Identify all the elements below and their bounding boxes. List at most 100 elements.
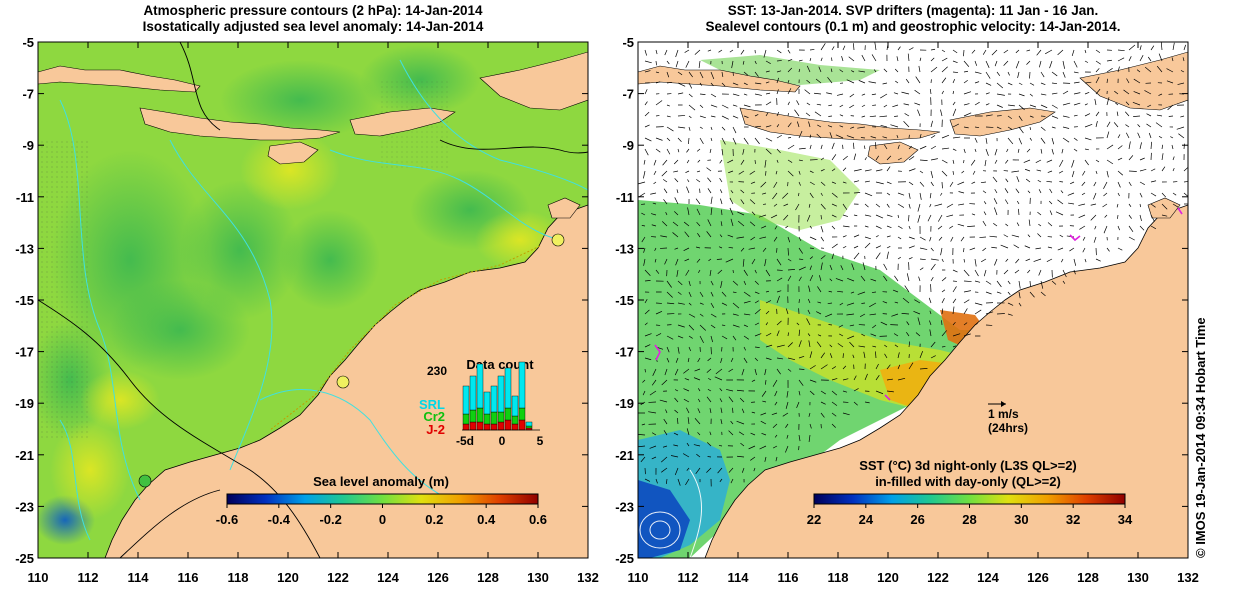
right-colorbar-tick-label: 34 bbox=[1118, 512, 1133, 527]
australia-land bbox=[704, 204, 1188, 558]
data-count-bar bbox=[525, 421, 533, 427]
data-count-bar bbox=[476, 407, 484, 423]
data-count-bar bbox=[518, 407, 526, 421]
data-count-bar bbox=[469, 375, 477, 411]
right-title-line1: SST: 13-Jan-2014. SVP drifters (magenta)… bbox=[728, 3, 1098, 18]
data-count-bar bbox=[525, 425, 533, 429]
right-lon-tick-label: 124 bbox=[977, 570, 999, 585]
data-count-bar bbox=[511, 423, 519, 431]
right-map-panel: SST: 13-Jan-2014. SVP drifters (magenta)… bbox=[637, 3, 1189, 559]
left-colorbar-tick-label: 0.6 bbox=[529, 512, 547, 527]
data-count-bar bbox=[469, 421, 477, 431]
left-colorbar-strip bbox=[226, 493, 539, 505]
right-lon-tick-label: 116 bbox=[778, 570, 799, 585]
right-map-field bbox=[638, 42, 1188, 558]
inset-xtick: -5d bbox=[456, 434, 474, 448]
right-lat-tick-label: -7 bbox=[622, 87, 634, 102]
right-lon-tick-label: 122 bbox=[927, 570, 949, 585]
right-colorbar-tick-label: 32 bbox=[1066, 512, 1080, 527]
left-title-line1: Atmospheric pressure contours (2 hPa): 1… bbox=[143, 3, 483, 18]
right-lon-tick-label: 130 bbox=[1127, 570, 1149, 585]
left-lon-tick-label: 122 bbox=[327, 570, 349, 585]
left-lon-tick-label: 114 bbox=[128, 570, 150, 585]
velocity-scale: 1 m/s (24hrs) bbox=[988, 401, 1028, 435]
data-count-bar bbox=[490, 411, 498, 425]
data-count-inset: Data count 230 -5d 0 5 SRL Cr2 J-2 bbox=[419, 357, 544, 448]
right-lon-tick-label: 114 bbox=[728, 570, 750, 585]
left-colorbar-title: Sea level anomaly (m) bbox=[313, 474, 449, 489]
right-lat-tick-label: -5 bbox=[622, 35, 634, 50]
left-lat-tick-label: -21 bbox=[15, 448, 34, 463]
data-count-bar bbox=[483, 413, 491, 425]
data-count-max-label: 230 bbox=[427, 364, 447, 378]
left-map-field bbox=[38, 42, 588, 558]
left-lat-tick-label: -17 bbox=[15, 345, 34, 360]
data-count-bar bbox=[497, 421, 505, 431]
left-lat-tick-label: -13 bbox=[15, 241, 34, 256]
right-lat-tick-label: -19 bbox=[615, 396, 634, 411]
left-lat-tick-label: -7 bbox=[22, 87, 34, 102]
left-lon-tick-label: 128 bbox=[477, 570, 499, 585]
left-lat-tick-label: -25 bbox=[15, 551, 34, 566]
data-count-bar bbox=[504, 407, 512, 421]
right-colorbar: 22 24 26 28 30 32 34 bbox=[807, 493, 1133, 527]
data-count-bar bbox=[462, 385, 470, 415]
left-colorbar-tick-label: -0.6 bbox=[216, 512, 238, 527]
right-lat-tick-label: -13 bbox=[615, 241, 634, 256]
data-count-bar bbox=[504, 367, 512, 409]
left-title-line2: Isostatically adjusted sea level anomaly… bbox=[143, 19, 484, 34]
right-colorbar-tick-label: 30 bbox=[1014, 512, 1028, 527]
left-lat-tick-label: -19 bbox=[15, 396, 34, 411]
left-lat-tick-label: -23 bbox=[15, 499, 34, 514]
right-colorbar-tick-label: 26 bbox=[910, 512, 924, 527]
right-lat-tick-label: -23 bbox=[615, 499, 634, 514]
inset-xtick: 5 bbox=[537, 434, 544, 448]
tide-gauge-marker bbox=[551, 233, 565, 247]
inset-legend-j2: J-2 bbox=[426, 422, 445, 437]
left-lon-tick-label: 132 bbox=[577, 570, 599, 585]
right-lon-tick-label: 118 bbox=[828, 570, 849, 585]
data-count-bar bbox=[511, 395, 519, 417]
data-count-bar bbox=[490, 385, 498, 413]
left-lat-tick-label: -15 bbox=[15, 293, 34, 308]
data-count-title: Data count bbox=[466, 357, 534, 372]
right-colorbar-strip bbox=[813, 493, 1126, 505]
data-count-bar bbox=[469, 409, 477, 423]
right-lon-tick-label: 126 bbox=[1027, 570, 1049, 585]
left-axes: -5 -7 -9 -11 -13 -15 -17 -19 -21 -23 -25 110 112 114 1… bbox=[15, 35, 599, 585]
left-lat-tick-label: -5 bbox=[22, 35, 34, 50]
sea-level-contours bbox=[59, 59, 588, 541]
data-count-bar bbox=[462, 423, 470, 431]
right-axes: -5 -7 -9 -11 -13 -15 -17 -19 -21 -23 -25 110 112 114 1… bbox=[615, 35, 1199, 585]
right-lon-tick-label: 128 bbox=[1077, 570, 1099, 585]
right-colorbar-tick-label: 24 bbox=[859, 512, 874, 527]
left-colorbar-tick-label: -0.4 bbox=[268, 512, 291, 527]
left-lon-tick-label: 118 bbox=[228, 570, 249, 585]
left-lon-tick-label: 130 bbox=[527, 570, 549, 585]
right-colorbar-tick-label: 28 bbox=[962, 512, 976, 527]
left-colorbar: -0.6 -0.4 -0.2 0 0.2 0.4 0.6 bbox=[216, 493, 547, 527]
right-colorbar-title-line1: SST (°C) 3d night-only (L3S QL>=2) bbox=[859, 458, 1077, 473]
tide-gauge-marker bbox=[138, 474, 152, 488]
data-count-bar bbox=[490, 423, 498, 431]
right-lon-tick-label: 110 bbox=[628, 570, 649, 585]
data-count-bar bbox=[504, 419, 512, 431]
svp-drifter-tracks bbox=[654, 207, 1183, 401]
left-colorbar-tick-label: 0.2 bbox=[425, 512, 443, 527]
scale-arrow-label: 1 m/s bbox=[988, 407, 1019, 421]
left-colorbar-tick-label: -0.2 bbox=[319, 512, 341, 527]
data-count-bar bbox=[476, 363, 484, 409]
right-lat-tick-label: -15 bbox=[615, 293, 634, 308]
data-count-bar bbox=[476, 421, 484, 431]
left-lat-tick-label: -11 bbox=[16, 190, 34, 205]
inset-legend-cr2: Cr2 bbox=[423, 409, 445, 424]
left-lon-tick-label: 120 bbox=[277, 570, 299, 585]
inset-legend-srl: SRL bbox=[419, 397, 445, 412]
data-count-bars bbox=[462, 361, 533, 431]
right-title-line2: Sealevel contours (0.1 m) and geostrophi… bbox=[706, 19, 1121, 34]
left-lon-tick-label: 124 bbox=[377, 570, 399, 585]
data-count-bar bbox=[518, 419, 526, 431]
tide-gauge-marker bbox=[336, 375, 350, 389]
left-colorbar-tick-label: 0 bbox=[379, 512, 386, 527]
